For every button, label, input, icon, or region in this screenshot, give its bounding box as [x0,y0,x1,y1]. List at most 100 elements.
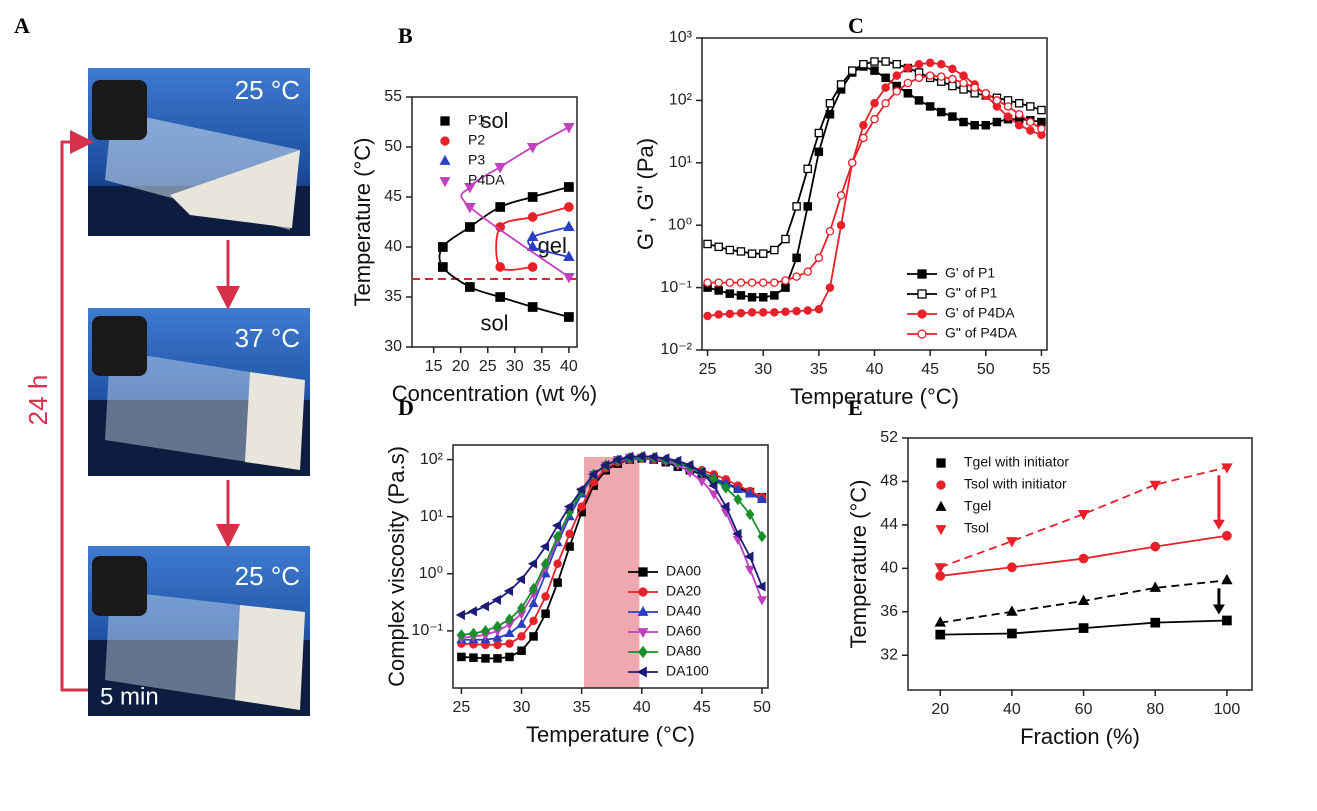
point [725,309,735,319]
point [1014,109,1024,119]
y-tick-label: 10² [669,92,693,109]
point [1026,117,1035,127]
legend-marker [440,116,450,126]
cycle-arrows [60,130,240,692]
point [1007,562,1017,573]
y-tick-label: 55 [384,88,402,105]
point [725,278,735,287]
plot-area [437,122,575,322]
point [981,120,991,130]
point [1026,126,1035,135]
legend-label: G' of P4DA [945,305,1015,321]
point [736,278,746,287]
x-tick-label: 45 [693,699,711,716]
point [504,627,515,638]
legend-label: DA100 [666,663,709,679]
x-tick-label: 25 [479,358,497,375]
y-tick-label: 48 [880,473,898,490]
point [541,557,550,570]
legend-marker [638,645,648,659]
point [541,609,550,618]
point [770,245,779,255]
point [859,59,868,69]
legend-marker [936,480,946,490]
legend-label: Tgel with initiator [964,454,1069,470]
point [1014,120,1024,130]
point [714,310,723,319]
point [732,483,744,493]
point [1221,573,1233,585]
y-tick-label: 10⁰ [419,565,443,582]
x-tick-label: 40 [633,699,651,716]
x-axis-title: Temperature (°C) [526,722,695,747]
point [527,192,538,202]
point [881,83,890,92]
point [781,276,790,285]
point [564,202,574,212]
point [1150,617,1161,628]
photo: 25 °C [88,68,310,236]
point [903,78,913,88]
arrow-head [1212,519,1225,530]
point [495,202,506,212]
y-tick-label: 30 [384,338,402,355]
point [747,308,757,317]
series-line [438,186,570,318]
x-tick-label: 35 [533,358,551,375]
point [1221,463,1233,474]
point [744,551,754,562]
legend-marker [636,666,647,678]
point [529,616,538,626]
point [529,632,538,641]
point [541,592,550,601]
legend-label: DA80 [666,643,701,659]
legend-label: P3 [468,152,485,168]
point [970,120,979,130]
point [1078,553,1089,564]
x-tick-label: 50 [977,361,995,378]
point [505,639,514,648]
point [703,278,712,287]
point [612,454,622,465]
legend-label: Tgel [964,498,991,514]
point [1003,112,1013,121]
point [959,117,968,127]
y-tick-label: 10¹ [669,154,692,171]
photo: 37 °C [88,308,310,476]
point [756,493,768,504]
point [465,282,475,292]
point [836,80,846,89]
series-line [939,466,1228,569]
panel-label: C [848,13,864,38]
point [758,293,768,302]
point [464,202,476,214]
point [467,606,477,617]
chart: D 25 30 35 40 45 50 10⁻¹ 10⁰ 10¹ 10² Temperature (°… [384,395,771,747]
x-tick-label: 40 [560,358,578,375]
arrow-head [1212,604,1225,615]
y-tick-label: 45 [384,188,402,205]
y-tick-label: 52 [880,429,898,446]
point [526,230,539,242]
point [563,250,575,262]
point [505,613,514,625]
x-tick-label: 20 [931,701,949,718]
point [725,245,735,255]
point [736,247,746,256]
point [714,242,723,252]
legend-label: Tsol with initiator [964,476,1067,492]
point [1006,537,1018,548]
point [937,59,946,69]
point [770,278,779,287]
point [529,582,538,595]
point [803,306,812,315]
point [758,308,768,317]
point [493,620,502,633]
y-tick-label: 44 [880,516,898,533]
y-tick-label: 40 [384,238,402,255]
legend-label: DA60 [666,623,701,639]
point [925,102,935,111]
point [527,302,538,312]
point [847,158,857,168]
point [925,58,935,68]
